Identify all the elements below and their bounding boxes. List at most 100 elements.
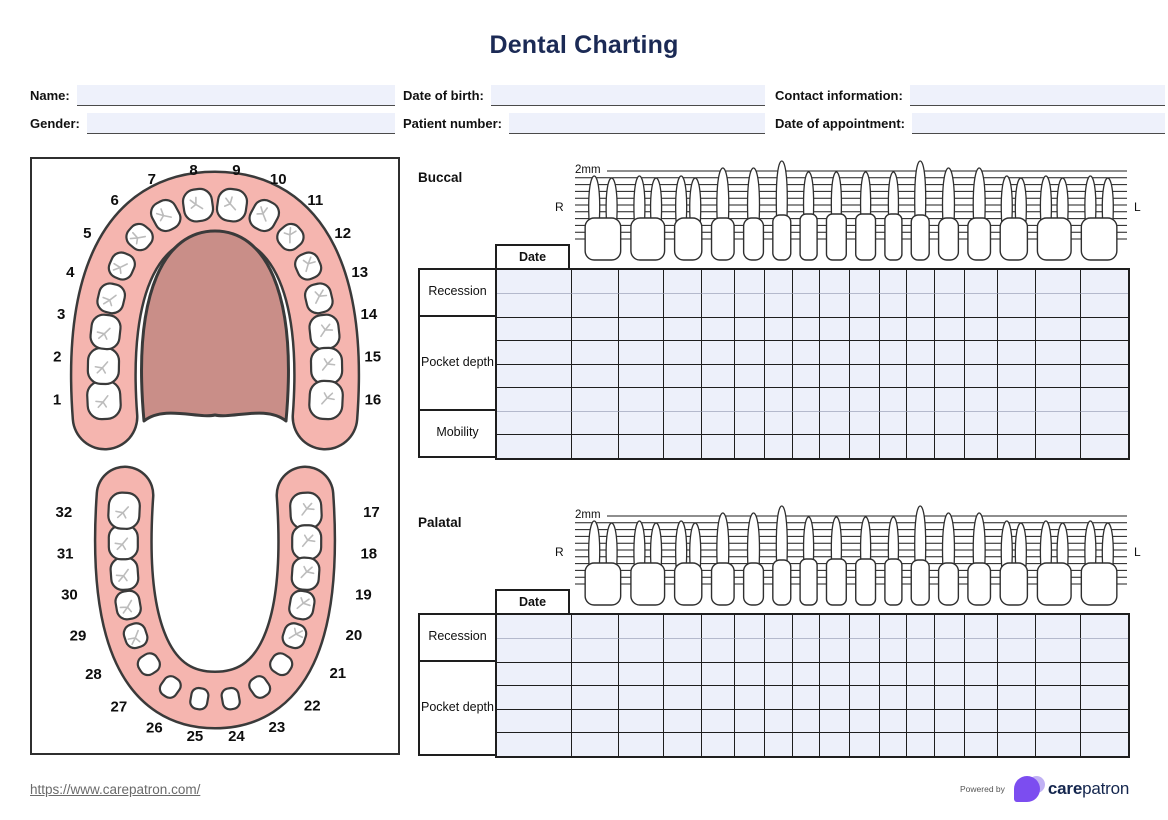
grid-cell[interactable] <box>664 340 702 364</box>
grid-cell[interactable] <box>907 340 935 364</box>
grid-cell[interactable] <box>850 363 880 387</box>
grid-cell[interactable] <box>619 434 664 458</box>
grid-cell[interactable] <box>998 363 1036 387</box>
grid-cell[interactable] <box>619 685 664 709</box>
grid-cell[interactable] <box>1081 363 1128 387</box>
grid-cell[interactable] <box>793 340 820 364</box>
grid-cell[interactable] <box>1081 732 1128 756</box>
grid-cell[interactable] <box>820 410 850 434</box>
grid-cell[interactable] <box>998 732 1036 756</box>
grid-cell[interactable] <box>497 316 572 340</box>
grid-cell[interactable] <box>1036 269 1081 293</box>
grid-cell[interactable] <box>765 363 793 387</box>
grid-cell[interactable] <box>664 685 702 709</box>
grid-cell[interactable] <box>765 410 793 434</box>
grid-cell[interactable] <box>765 293 793 317</box>
grid-cell[interactable] <box>702 708 735 732</box>
grid-cell[interactable] <box>820 638 850 662</box>
grid-cell[interactable] <box>880 269 907 293</box>
grid-cell[interactable] <box>1081 638 1128 662</box>
grid-cell[interactable] <box>998 293 1036 317</box>
grid-cell[interactable] <box>907 732 935 756</box>
grid-cell[interactable] <box>735 614 765 638</box>
grid-cell[interactable] <box>820 434 850 458</box>
grid-cell[interactable] <box>619 732 664 756</box>
grid-cell[interactable] <box>497 340 572 364</box>
grid-cell[interactable] <box>850 293 880 317</box>
grid-cell[interactable] <box>880 614 907 638</box>
grid-cell[interactable] <box>497 732 572 756</box>
grid-cell[interactable] <box>820 316 850 340</box>
grid-cell[interactable] <box>664 387 702 411</box>
grid-cell[interactable] <box>935 363 965 387</box>
grid-cell[interactable] <box>850 685 880 709</box>
grid-cell[interactable] <box>793 732 820 756</box>
grid-cell[interactable] <box>880 387 907 411</box>
grid-cell[interactable] <box>880 434 907 458</box>
grid-cell[interactable] <box>765 732 793 756</box>
grid-cell[interactable] <box>572 434 619 458</box>
grid-cell[interactable] <box>735 434 765 458</box>
grid-cell[interactable] <box>793 363 820 387</box>
grid-cell[interactable] <box>965 638 998 662</box>
grid-cell[interactable] <box>702 434 735 458</box>
grid-cell[interactable] <box>935 732 965 756</box>
grid-cell[interactable] <box>965 293 998 317</box>
grid-cell[interactable] <box>664 638 702 662</box>
grid-cell[interactable] <box>1081 661 1128 685</box>
grid-cell[interactable] <box>998 708 1036 732</box>
grid-cell[interactable] <box>572 316 619 340</box>
grid-cell[interactable] <box>935 685 965 709</box>
grid-cell[interactable] <box>935 434 965 458</box>
grid-cell[interactable] <box>820 363 850 387</box>
grid-cell[interactable] <box>998 661 1036 685</box>
grid-cell[interactable] <box>1036 316 1081 340</box>
grid-cell[interactable] <box>965 316 998 340</box>
grid-cell[interactable] <box>998 434 1036 458</box>
grid-cell[interactable] <box>907 410 935 434</box>
grid-cell[interactable] <box>1036 732 1081 756</box>
grid-cell[interactable] <box>850 410 880 434</box>
carepatron-link[interactable]: https://www.carepatron.com/ <box>30 782 201 797</box>
grid-cell[interactable] <box>907 269 935 293</box>
grid-cell[interactable] <box>572 410 619 434</box>
grid-cell[interactable] <box>998 685 1036 709</box>
grid-cell[interactable] <box>735 708 765 732</box>
grid-cell[interactable] <box>1081 434 1128 458</box>
grid-cell[interactable] <box>850 269 880 293</box>
grid-cell[interactable] <box>998 410 1036 434</box>
grid-cell[interactable] <box>664 269 702 293</box>
grid-cell[interactable] <box>619 638 664 662</box>
grid-cell[interactable] <box>572 732 619 756</box>
grid-cell[interactable] <box>497 387 572 411</box>
grid-cell[interactable] <box>793 410 820 434</box>
grid-cell[interactable] <box>1036 614 1081 638</box>
grid-cell[interactable] <box>497 434 572 458</box>
grid-cell[interactable] <box>1036 638 1081 662</box>
grid-cell[interactable] <box>850 316 880 340</box>
grid-cell[interactable] <box>735 316 765 340</box>
grid-cell[interactable] <box>998 340 1036 364</box>
grid-cell[interactable] <box>1036 410 1081 434</box>
grid-cell[interactable] <box>497 708 572 732</box>
grid-cell[interactable] <box>765 434 793 458</box>
grid-cell[interactable] <box>497 638 572 662</box>
grid-cell[interactable] <box>702 363 735 387</box>
grid-cell[interactable] <box>497 614 572 638</box>
grid-cell[interactable] <box>572 708 619 732</box>
grid-cell[interactable] <box>793 685 820 709</box>
grid-cell[interactable] <box>702 340 735 364</box>
grid-cell[interactable] <box>702 685 735 709</box>
grid-cell[interactable] <box>965 340 998 364</box>
grid-cell[interactable] <box>664 434 702 458</box>
grid-cell[interactable] <box>735 732 765 756</box>
grid-cell[interactable] <box>735 387 765 411</box>
grid-cell[interactable] <box>935 269 965 293</box>
grid-cell[interactable] <box>572 293 619 317</box>
grid-cell[interactable] <box>907 708 935 732</box>
grid-cell[interactable] <box>793 638 820 662</box>
grid-cell[interactable] <box>820 685 850 709</box>
grid-cell[interactable] <box>1081 269 1128 293</box>
grid-cell[interactable] <box>497 661 572 685</box>
grid-cell[interactable] <box>735 293 765 317</box>
